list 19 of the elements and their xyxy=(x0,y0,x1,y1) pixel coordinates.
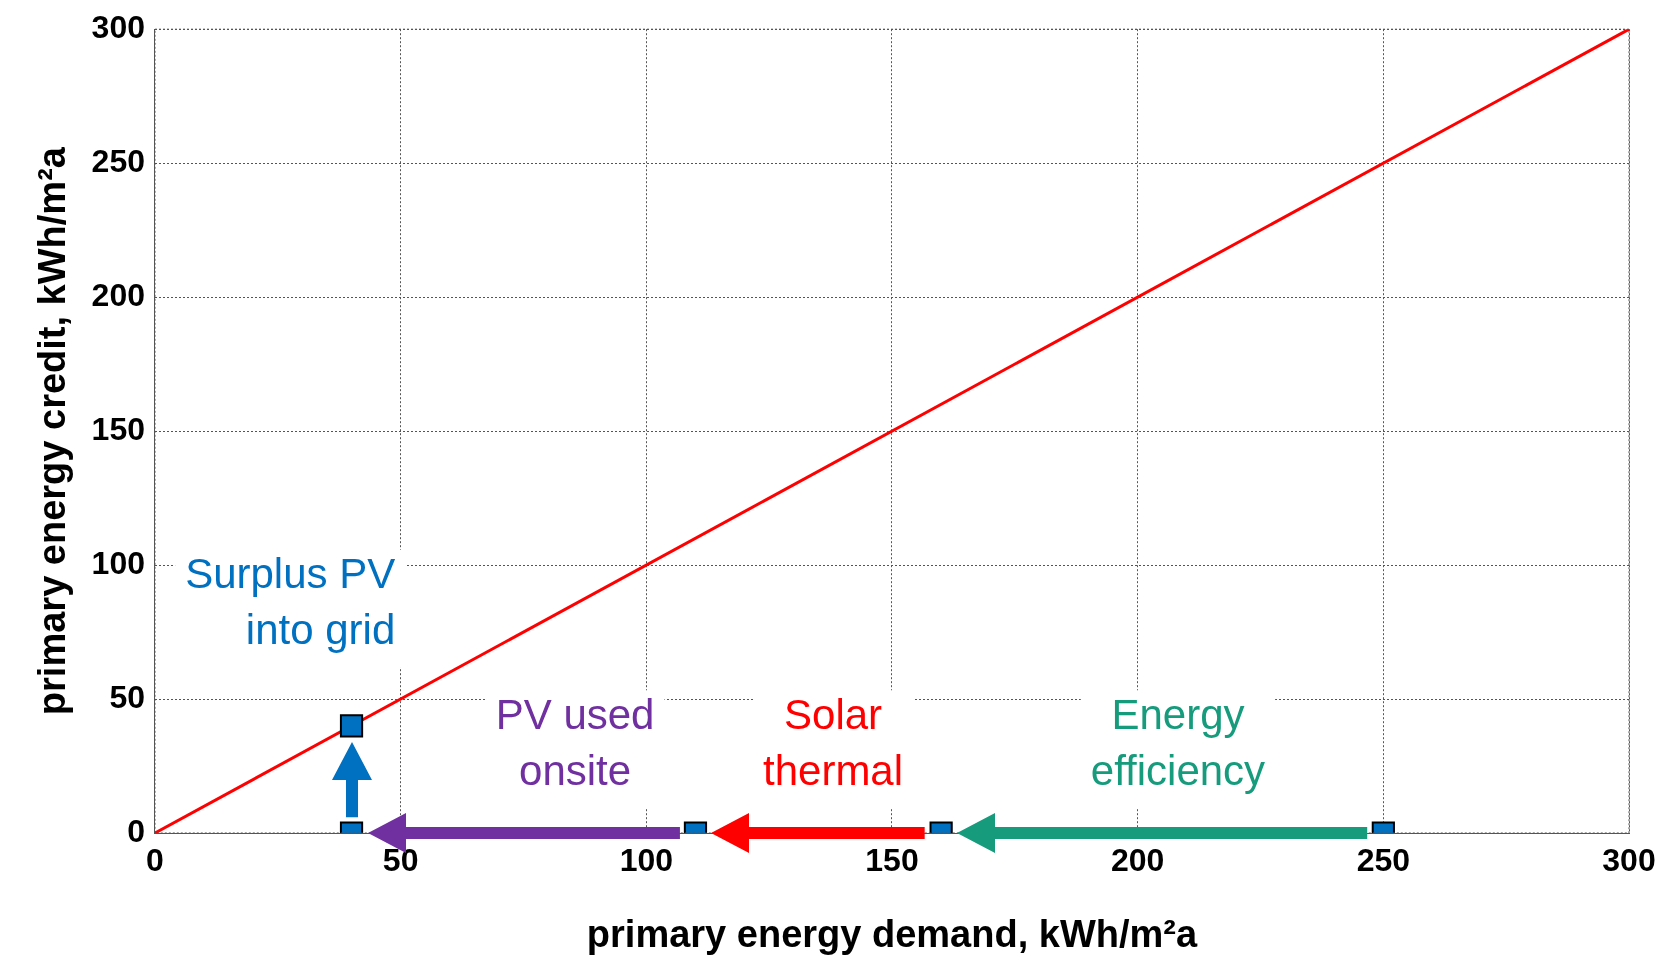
annotation: PV used onsite xyxy=(495,690,655,794)
y-tick-label: 150 xyxy=(91,410,145,447)
y-tick-label: 50 xyxy=(109,678,145,715)
y-tick-label: 200 xyxy=(91,276,145,313)
x-tick-label: 100 xyxy=(619,842,674,879)
y-tick-label: 300 xyxy=(91,9,145,46)
x-tick-label: 50 xyxy=(382,842,419,879)
annotation: Energy efficiency xyxy=(1090,690,1266,794)
annotation: Solar thermal xyxy=(763,690,904,794)
annotation: Surplus PV into grid xyxy=(185,550,396,654)
x-tick-label: 200 xyxy=(1110,842,1165,879)
x-tick-label: 250 xyxy=(1356,842,1411,879)
x-axis-title: primary energy demand, kWh/m²a xyxy=(586,912,1198,955)
y-tick-label: 100 xyxy=(91,544,145,581)
y-axis-title: primary energy credit, kWh/m²a xyxy=(31,146,74,716)
x-tick-label: 150 xyxy=(865,842,919,879)
y-tick-label: 250 xyxy=(91,142,145,179)
x-tick-label: 300 xyxy=(1602,842,1656,879)
y-tick-label: 0 xyxy=(127,812,145,849)
